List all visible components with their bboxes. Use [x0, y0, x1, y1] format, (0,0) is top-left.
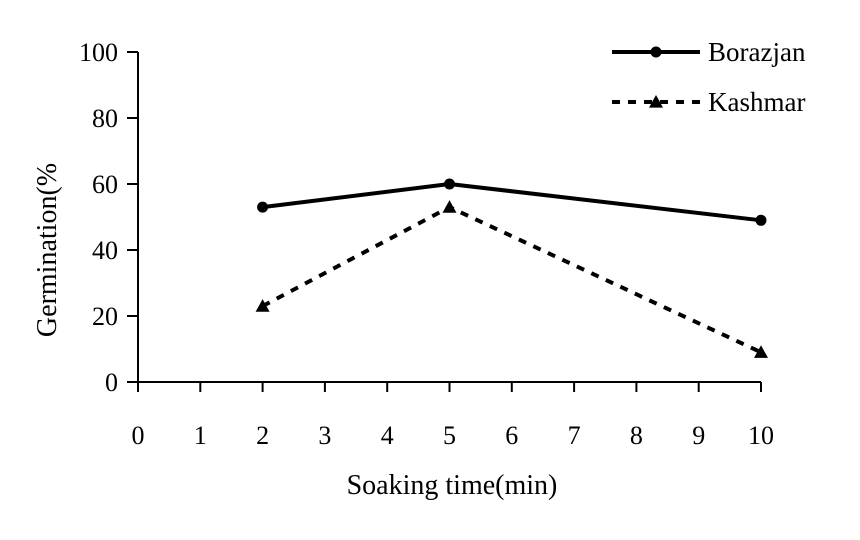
data-point-kashmar [754, 345, 768, 358]
legend-label-borazjan: Borazjan [708, 37, 806, 67]
x-axis-title: Soaking time(min) [347, 470, 558, 501]
legend-marker-kashmar [649, 95, 663, 108]
x-tick-label: 10 [748, 421, 774, 450]
y-tick-label: 40 [92, 236, 118, 265]
data-point-kashmar [442, 200, 457, 213]
x-tick-label: 2 [256, 421, 269, 450]
y-tick-label: 0 [105, 368, 118, 397]
x-tick-label: 7 [568, 421, 581, 450]
data-point-borazjan [444, 178, 455, 190]
x-tick-label: 5 [443, 421, 456, 450]
x-tick-label: 3 [318, 421, 331, 450]
series-line-borazjan [262, 182, 762, 223]
x-tick-label: 4 [381, 421, 394, 450]
legend: Borazjan Kashmar [612, 37, 806, 117]
x-tick-label: 6 [505, 421, 518, 450]
x-tick-label: 0 [132, 421, 145, 450]
legend-marker-borazjan [650, 46, 662, 58]
legend-label-kashmar: Kashmar [708, 87, 805, 117]
x-tick-label: 9 [692, 421, 705, 450]
y-tick-label: 80 [92, 104, 118, 133]
y-tick-label: 60 [92, 170, 118, 199]
data-point-kashmar [255, 299, 270, 312]
y-tick-label: 100 [79, 38, 118, 67]
plot-area: 0 20 40 60 80 100 0 1 2 3 4 5 6 7 8 9 10 [79, 38, 774, 450]
data-point-borazjan [257, 201, 269, 213]
y-tick-label: 20 [92, 302, 118, 331]
x-tick-label: 8 [630, 421, 643, 450]
y-axis-title: Germination(% [32, 163, 63, 337]
series-line-kashmar [261, 205, 762, 355]
x-tick-label: 1 [194, 421, 207, 450]
data-point-borazjan [755, 214, 767, 226]
